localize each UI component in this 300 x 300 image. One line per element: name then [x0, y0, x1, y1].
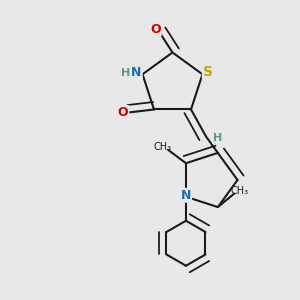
Text: CH₃: CH₃	[231, 186, 249, 196]
Text: N: N	[131, 66, 142, 79]
Text: O: O	[118, 106, 128, 119]
Text: H: H	[122, 68, 131, 78]
Text: CH₃: CH₃	[154, 142, 172, 152]
Text: O: O	[150, 22, 161, 36]
Text: N: N	[181, 189, 191, 202]
Text: H: H	[213, 133, 222, 143]
Text: S: S	[203, 65, 213, 79]
